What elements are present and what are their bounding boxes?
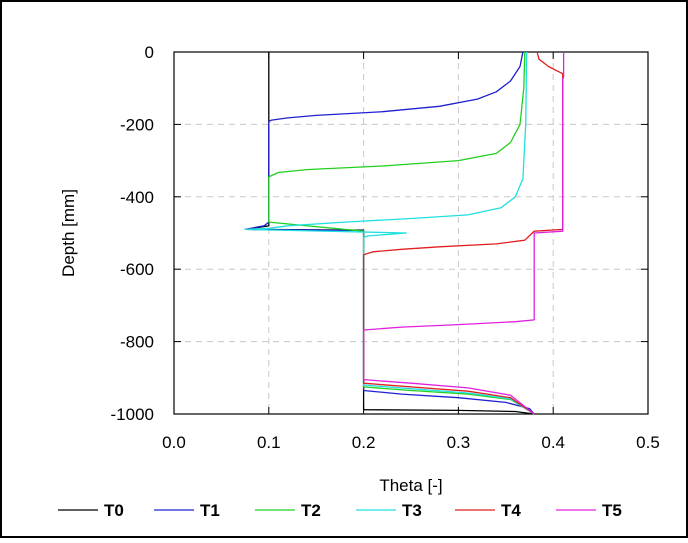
x-tick-label: 0.4 (541, 433, 565, 452)
series-line-t2 (268, 51, 535, 415)
y-tick-label: -400 (120, 188, 154, 207)
series-line-t5 (362, 52, 565, 415)
y-tick-label: -600 (120, 260, 154, 279)
series-line-t3 (244, 51, 535, 415)
x-tick-label: 0.0 (162, 433, 186, 452)
legend: T0 T1 T2 T3 T4 T5 (58, 501, 622, 520)
x-tick-label: 0.5 (636, 433, 660, 452)
y-tick-label: 0 (145, 43, 154, 62)
legend-label-t0: T0 (104, 501, 124, 520)
axis-ticks: 0.0 0.1 0.2 0.3 0.4 0.5 0 -200 -400 -600 -800 -1000 (111, 43, 660, 452)
series-line-t1 (244, 51, 535, 415)
legend-label-t2: T2 (301, 501, 321, 520)
x-axis-label: Theta [-] (379, 476, 442, 495)
x-tick-label: 0.2 (352, 433, 376, 452)
x-tick-label: 0.3 (447, 433, 471, 452)
x-tick-label: 0.1 (257, 433, 281, 452)
series-lines (244, 51, 565, 415)
y-axis-label: Depth [mm] (59, 189, 78, 277)
y-tick-label: -1000 (111, 405, 154, 424)
legend-label-t5: T5 (602, 501, 622, 520)
legend-label-t1: T1 (200, 501, 220, 520)
legend-label-t3: T3 (402, 501, 422, 520)
series-line-t4 (362, 51, 564, 415)
y-tick-label: -200 (120, 115, 154, 134)
y-tick-label: -800 (120, 333, 154, 352)
plot-area (173, 51, 649, 415)
legend-label-t4: T4 (501, 501, 521, 520)
